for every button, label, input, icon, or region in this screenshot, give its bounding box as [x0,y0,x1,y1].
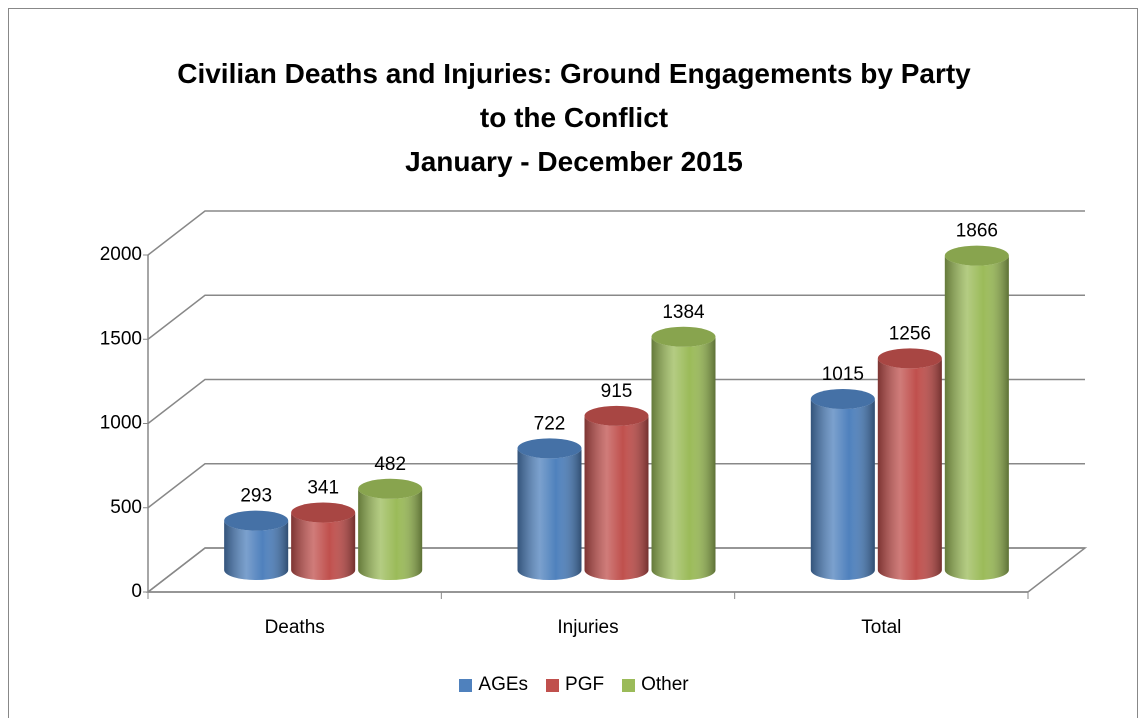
bar-shade [944,255,1009,581]
value-label: 1015 [822,364,864,385]
legend-swatch [546,678,560,692]
bar-top [877,348,942,369]
grid-line [147,547,1085,593]
bar-top [651,326,716,347]
value-label: 482 [374,454,406,475]
grid-line [147,463,1085,509]
bar-top [517,438,582,459]
bar [877,348,942,580]
bar-top-shade [877,348,942,369]
bar-shade [358,488,423,580]
value-label: 1384 [662,302,705,323]
bar-top [944,245,1009,266]
legend-item: PGF [546,674,604,696]
chart-subtitle: January - December 2015 [405,146,743,177]
y-tick-label: 1000 [100,413,142,434]
x-tick-label: Injuries [557,617,618,638]
bar-shade [651,336,716,580]
value-label: 341 [307,478,339,499]
legend-label: AGEs [478,674,529,695]
chart-title: Civilian Deaths and Injuries: Ground Eng… [177,58,971,133]
bar [224,510,289,580]
value-label: 293 [240,486,272,507]
bar-top-shade [517,438,582,459]
bar [291,502,356,580]
y-tick-label: 0 [131,581,142,602]
bar [651,326,716,580]
legend: AGEs PGF Other [0,674,1148,696]
bar-top [291,502,356,523]
bar-top [810,388,875,409]
value-label: 1866 [956,221,998,242]
legend-swatch [622,678,636,692]
bar-top-shade [944,245,1009,266]
x-tick-label: Deaths [265,617,325,638]
bar-top-shade [810,388,875,409]
bar [517,438,582,580]
value-label: 915 [601,381,633,402]
y-tick-label: 2000 [100,244,142,265]
bar-shade [810,398,875,580]
value-label: 1256 [889,323,931,344]
y-tick-label: 500 [110,497,142,518]
legend-item: AGEs [459,674,528,696]
bar-top [224,510,289,531]
y-tick-label: 1500 [100,328,142,349]
grid-line [147,294,1085,340]
bar-shade [517,448,582,580]
legend-label: PGF [565,674,605,695]
bar-top-shade [584,405,649,426]
grid-line [147,378,1085,425]
legend-item: Other [622,674,689,696]
x-tick-label: Total [861,617,901,638]
bar-top-shade [358,478,423,499]
chart-frame [8,8,1138,718]
bar-top [358,478,423,499]
bar-top-shade [224,510,289,531]
bar [358,478,423,580]
bar [810,388,875,580]
legend-label: Other [641,674,689,695]
bar [944,245,1009,581]
bar-top [584,405,649,426]
bar-shade [584,415,649,580]
value-label: 722 [534,413,566,434]
bar [584,405,649,580]
bar-shade [224,520,289,580]
bar-shade [291,512,356,580]
grid-line [147,210,1085,256]
legend-swatch [459,678,473,692]
bar-top-shade [291,502,356,523]
bar-shade [877,358,942,580]
bar-top-shade [651,326,716,347]
